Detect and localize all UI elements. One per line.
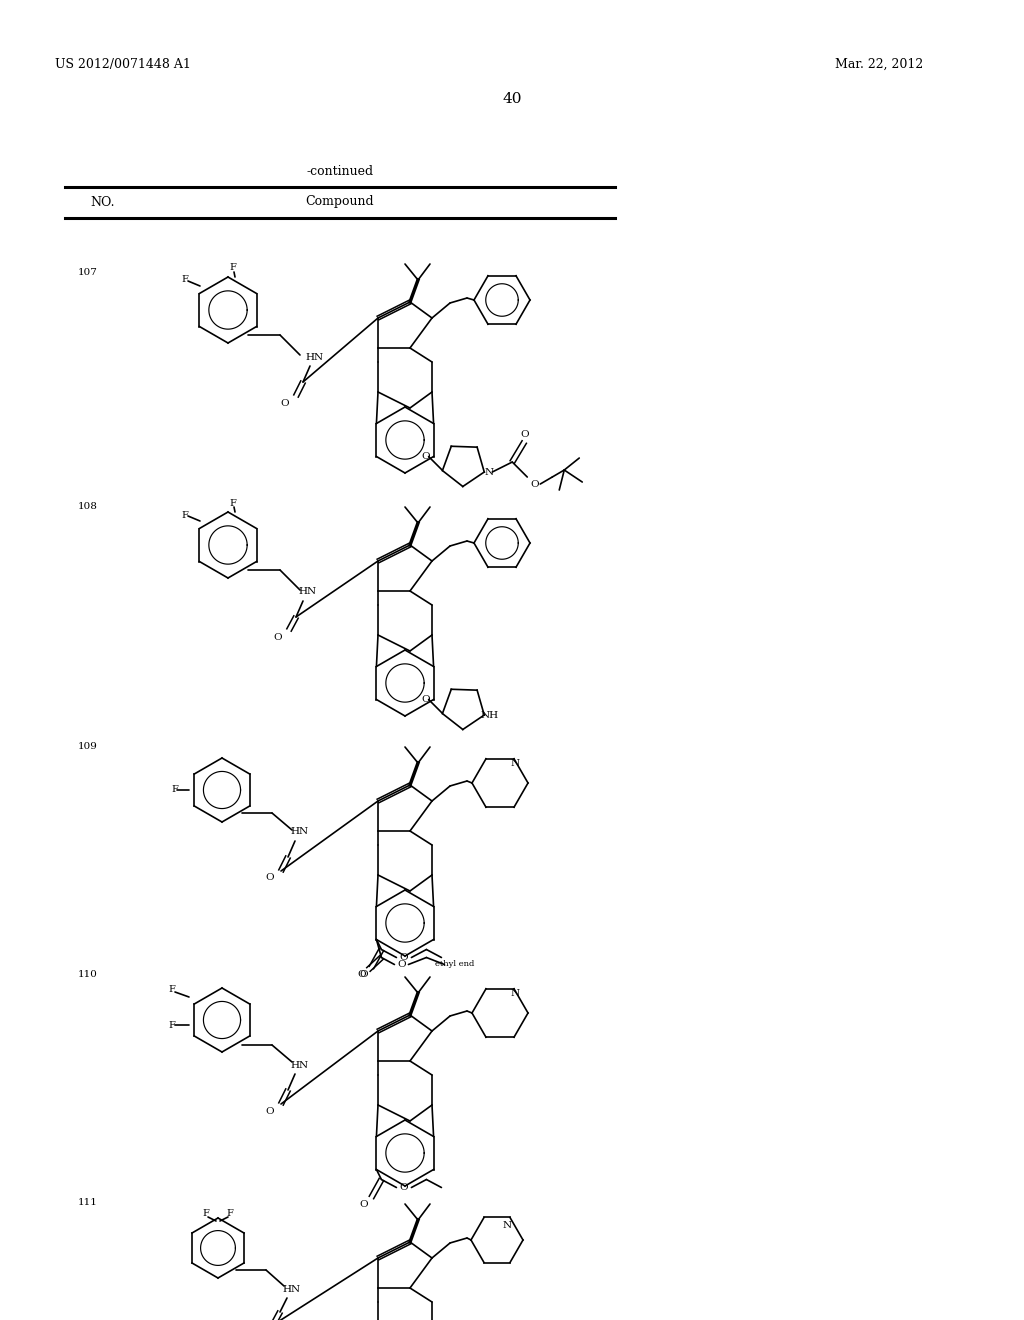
- Text: 109: 109: [78, 742, 98, 751]
- Text: NO.: NO.: [90, 195, 115, 209]
- Text: O: O: [359, 970, 368, 979]
- Text: O: O: [265, 874, 274, 883]
- Text: H: H: [283, 1284, 292, 1294]
- Text: H: H: [305, 354, 314, 363]
- Text: N: N: [298, 828, 307, 837]
- Text: Mar. 22, 2012: Mar. 22, 2012: [835, 58, 924, 71]
- Text: ethyl end: ethyl end: [435, 961, 474, 969]
- Text: N: N: [510, 989, 519, 998]
- Text: F: F: [226, 1209, 233, 1218]
- Text: O: O: [530, 479, 539, 488]
- Text: O: O: [359, 1200, 368, 1209]
- Text: O: O: [265, 1106, 274, 1115]
- Text: F: F: [181, 511, 188, 520]
- Text: H: H: [299, 587, 307, 597]
- Text: NH: NH: [480, 710, 499, 719]
- Text: F: F: [229, 499, 237, 507]
- Text: 110: 110: [78, 970, 98, 979]
- Text: 108: 108: [78, 502, 98, 511]
- Text: N: N: [484, 467, 494, 477]
- Text: Compound: Compound: [306, 195, 375, 209]
- Text: 40: 40: [502, 92, 522, 106]
- Text: N: N: [503, 1221, 512, 1229]
- Text: O: O: [357, 970, 366, 979]
- Text: -continued: -continued: [306, 165, 374, 178]
- Text: F: F: [172, 785, 178, 795]
- Text: O: O: [399, 1183, 408, 1192]
- Text: F: F: [203, 1209, 210, 1218]
- Text: O: O: [397, 960, 406, 969]
- Text: H: H: [291, 828, 299, 837]
- Text: N: N: [298, 1060, 307, 1069]
- Text: N: N: [313, 354, 323, 363]
- Text: O: O: [421, 451, 430, 461]
- Text: O: O: [520, 429, 528, 438]
- Text: F: F: [169, 1020, 175, 1030]
- Text: 111: 111: [78, 1199, 98, 1206]
- Text: O: O: [273, 634, 283, 643]
- Text: F: F: [181, 276, 188, 285]
- Text: N: N: [291, 1284, 300, 1294]
- Text: O: O: [399, 953, 408, 962]
- Text: H: H: [291, 1060, 299, 1069]
- Text: O: O: [281, 399, 290, 408]
- Text: N: N: [510, 759, 519, 767]
- Text: 107: 107: [78, 268, 98, 277]
- Text: O: O: [421, 696, 430, 704]
- Text: F: F: [169, 986, 175, 994]
- Text: US 2012/0071448 A1: US 2012/0071448 A1: [55, 58, 190, 71]
- Text: F: F: [229, 264, 237, 272]
- Text: N: N: [306, 587, 315, 597]
